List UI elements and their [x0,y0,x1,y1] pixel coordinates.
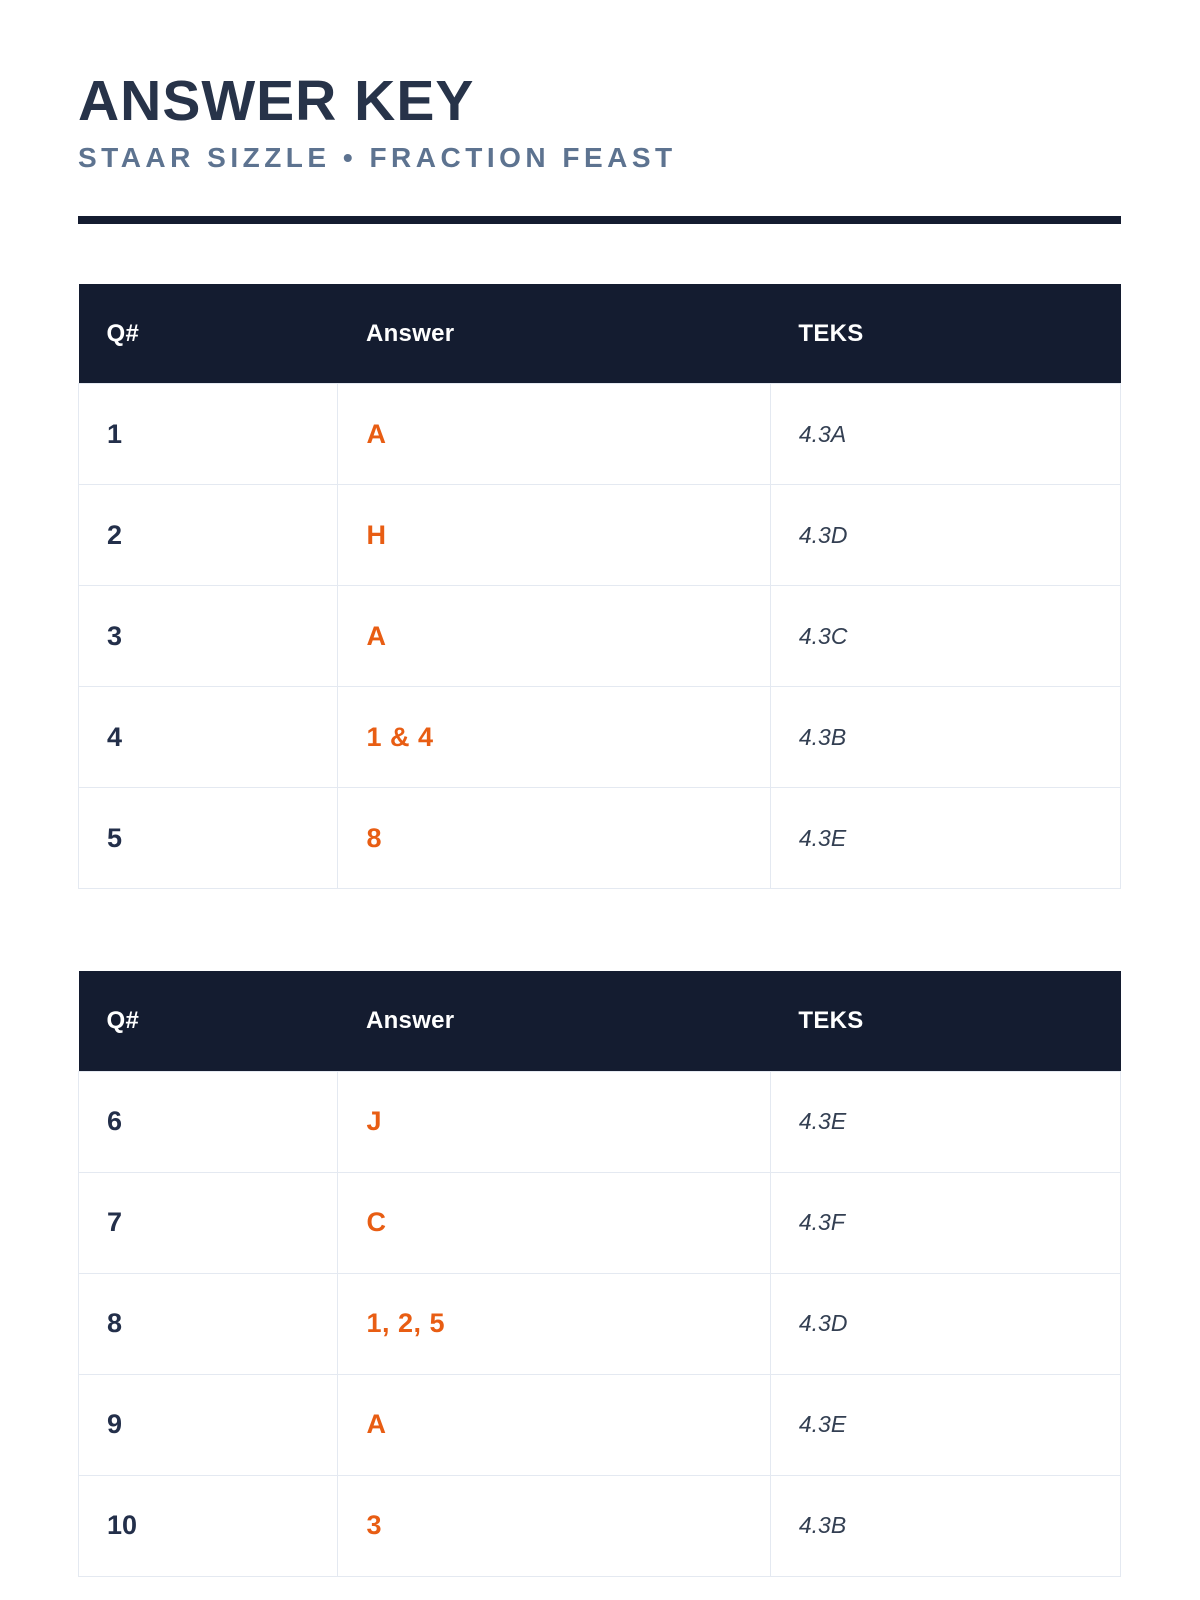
question-number: 3 [77,585,339,688]
column-header-qnum: Q# [78,283,338,384]
question-number: 2 [77,484,339,587]
teks-code: 4.3B [769,686,1122,789]
page-subtitle: STAAR SIZZLE • FRACTION FEAST [78,141,677,173]
table-row: 1 A 4.3A [77,383,1122,486]
question-number: 7 [77,1171,339,1274]
question-number: 5 [77,787,339,890]
question-number: 8 [77,1272,339,1375]
answer-table-1: Q# Answer TEKS 1 A 4.3A 2 H 4.3D 3 A 4.3… [77,283,1122,890]
table-2-header-row: Q# Answer TEKS [78,971,1121,1072]
answer-value: A [337,1373,771,1476]
teks-code: 4.3E [769,1373,1122,1476]
column-header-qnum: Q# [78,971,338,1072]
table-row: 4 1 & 4 4.3B [77,686,1122,789]
page-header: ANSWER KEY STAAR SIZZLE • FRACTION FEAST [78,0,1121,224]
table-row: 2 H 4.3D [77,484,1122,587]
table-row: 9 A 4.3E [77,1373,1122,1476]
answer-value: A [337,383,771,486]
header-divider [78,215,1121,224]
table-row: 7 C 4.3F [77,1171,1122,1274]
question-number: 1 [77,383,339,486]
page-title: ANSWER KEY [78,69,475,133]
teks-code: 4.3D [769,1272,1122,1375]
answer-value: 1 & 4 [337,686,771,789]
question-number: 6 [77,1070,339,1173]
answer-value: A [337,585,771,688]
teks-code: 4.3F [769,1171,1122,1274]
column-header-teks: TEKS [770,971,1121,1072]
answer-value: 8 [337,787,771,890]
answer-value: C [337,1171,771,1274]
table-row: 3 A 4.3C [77,585,1122,688]
teks-code: 4.3B [769,1474,1122,1577]
question-number: 10 [77,1474,339,1577]
table-row: 5 8 4.3E [77,787,1122,890]
teks-code: 4.3A [769,383,1122,486]
teks-code: 4.3D [769,484,1122,587]
column-header-answer: Answer [337,283,771,384]
question-number: 4 [77,686,339,789]
table-row: 6 J 4.3E [77,1070,1122,1173]
table-row: 8 1, 2, 5 4.3D [77,1272,1122,1375]
column-header-teks: TEKS [770,283,1121,384]
table-1-header-row: Q# Answer TEKS [78,283,1121,384]
teks-code: 4.3C [769,585,1122,688]
teks-code: 4.3E [769,787,1122,890]
column-header-answer: Answer [337,971,771,1072]
table-row: 10 3 4.3B [77,1474,1122,1577]
question-number: 9 [77,1373,339,1476]
teks-code: 4.3E [769,1070,1122,1173]
answer-value: H [337,484,771,587]
answer-value: 3 [337,1474,771,1577]
answer-value: J [337,1070,771,1173]
answer-value: 1, 2, 5 [337,1272,771,1375]
answer-table-2: Q# Answer TEKS 6 J 4.3E 7 C 4.3F 8 1, 2,… [77,971,1122,1577]
